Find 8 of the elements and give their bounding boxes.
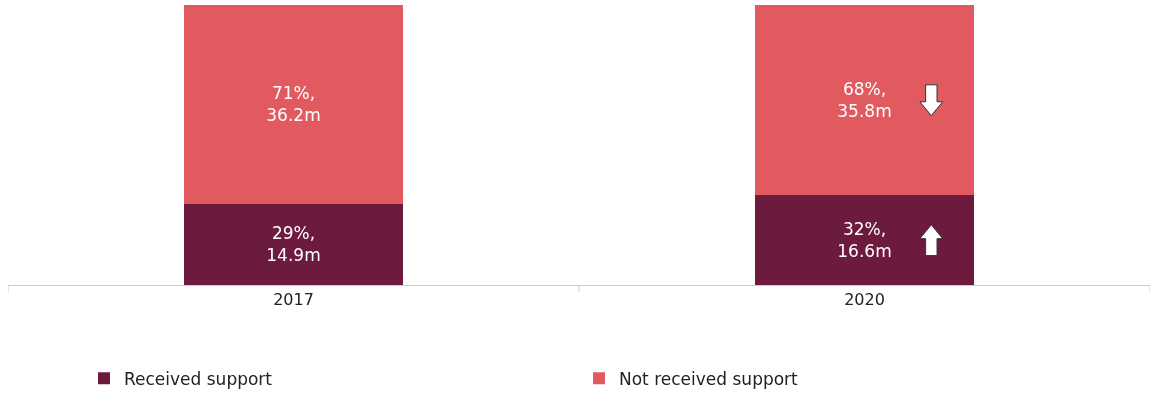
legend-label: Received support [124,368,273,389]
data-label: 71%, 36.2m [266,83,321,126]
x-tick-label: 2017 [273,290,314,310]
legend-label: Not received support [619,368,799,389]
x-tick-label: 2020 [844,290,885,310]
data-label: 68%, 35.8m [837,79,892,122]
data-label: 29%, 14.9m [266,223,321,266]
data-label: 32%, 16.6m [837,219,892,262]
